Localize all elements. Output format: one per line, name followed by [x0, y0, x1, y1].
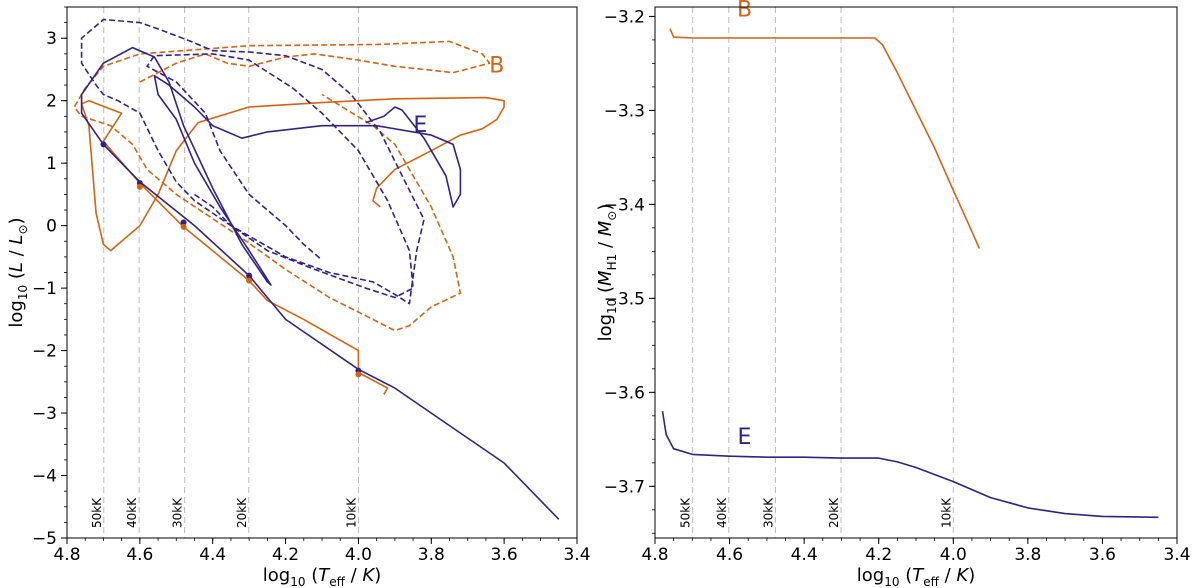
temperature-marker	[180, 219, 187, 226]
x-tick-label: 3.4	[1163, 545, 1190, 565]
x-tick-label: 4.8	[641, 545, 668, 565]
series-line-e-dashed	[80, 18, 425, 305]
temperature-guide-label: 20kK	[235, 497, 249, 528]
y-tick-label: −1	[32, 279, 57, 299]
y-tick-label: −3.5	[604, 289, 645, 309]
y-tick-label: −3	[32, 404, 57, 424]
series-line-e	[80, 46, 560, 520]
x-tick-label: 4.0	[940, 545, 967, 565]
temperature-guide-label: 50kK	[90, 497, 104, 528]
temperature-guide-label: 20kK	[827, 497, 841, 528]
y-tick-label: 0	[46, 217, 57, 237]
series-line-e	[661, 410, 1159, 519]
y-tick-label: −3.2	[604, 7, 645, 27]
temperature-marker	[246, 272, 253, 279]
x-tick-label: 3.4	[563, 545, 590, 565]
y-tick-label: −3.6	[604, 383, 645, 403]
x-tick-label: 4.4	[791, 545, 818, 565]
left-panel-hr-diagram: 50kK 40kK 30kK 20kK 10kK B E 4.8 4.6 4.4 4.2 4.0 3.8…	[6, 6, 591, 588]
y-tick-label: 1	[46, 154, 57, 174]
temperature-marker	[246, 277, 253, 284]
y-tick-label: −3.3	[604, 101, 645, 121]
temperature-marker	[355, 371, 362, 378]
x-tick-label: 4.6	[126, 545, 153, 565]
temperature-guide-label: 10kK	[939, 497, 953, 528]
x-axis-label: log10 (Teff / K)	[263, 565, 382, 588]
y-tick-label: −3.4	[604, 195, 645, 215]
x-tick-label: 4.0	[345, 545, 372, 565]
x-axis-label: log10 (Teff / K)	[857, 565, 976, 588]
temperature-marker	[100, 141, 107, 148]
x-tick-label: 4.4	[199, 545, 226, 565]
y-tick-label: −5	[32, 529, 57, 549]
x-tick-label: 3.6	[491, 545, 518, 565]
series-annotation-e: E	[413, 113, 427, 138]
temperature-guide-label: 30kK	[761, 497, 775, 528]
x-tick-label: 4.8	[53, 545, 80, 565]
x-tick-label: 4.2	[865, 545, 892, 565]
y-axis-label: log10 (L / L⊙)	[6, 217, 30, 327]
series-annotation-e: E	[738, 425, 752, 450]
series-annotation-b: B	[489, 54, 504, 79]
series-line-b	[80, 96, 505, 395]
temperature-guide-label: 50kK	[679, 497, 693, 528]
temperature-guide-label: 10kK	[344, 497, 358, 528]
temperature-guide-label: 40kK	[125, 497, 139, 528]
series-line-b-dashed	[73, 40, 491, 332]
y-tick-label: 3	[46, 29, 57, 49]
temperature-marker	[180, 223, 187, 230]
temperature-marker	[136, 183, 143, 190]
series-line-b	[669, 28, 981, 249]
axes-frame	[654, 6, 1178, 539]
y-axis-label: log10 (MH1 / M⊙)	[595, 204, 619, 342]
series-annotation-b: B	[737, 0, 752, 22]
x-tick-label: 4.2	[272, 545, 299, 565]
x-tick-label: 3.8	[1014, 545, 1041, 565]
axes-frame	[66, 6, 578, 539]
x-tick-label: 3.8	[418, 545, 445, 565]
y-tick-label: −3.7	[604, 477, 645, 497]
y-tick-label: −2	[32, 342, 57, 362]
x-tick-label: 3.6	[1089, 545, 1116, 565]
temperature-guide-label: 30kK	[171, 497, 185, 528]
x-tick-label: 4.6	[716, 545, 743, 565]
y-tick-label: −4	[32, 467, 57, 487]
y-tick-label: 2	[46, 92, 57, 112]
temperature-guide-label: 40kK	[715, 497, 729, 528]
right-panel-hydrogen-mass: 50kK 40kK 30kK 20kK 10kK B E 4.8 4.6 4.4 4.2 4.0 3.8…	[595, 0, 1191, 588]
